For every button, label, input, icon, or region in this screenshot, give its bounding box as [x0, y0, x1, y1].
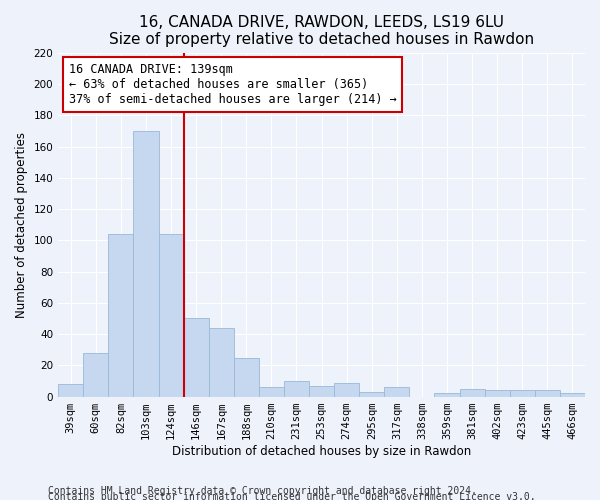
- Bar: [184, 318, 209, 396]
- Title: 16, CANADA DRIVE, RAWDON, LEEDS, LS19 6LU
Size of property relative to detached : 16, CANADA DRIVE, RAWDON, LEEDS, LS19 6L…: [109, 15, 534, 48]
- Bar: [234, 358, 259, 397]
- Bar: [385, 387, 409, 396]
- Bar: [83, 353, 109, 397]
- Bar: [158, 234, 184, 396]
- Bar: [58, 384, 83, 396]
- Bar: [109, 234, 133, 396]
- Bar: [133, 131, 158, 396]
- Bar: [209, 328, 234, 396]
- Bar: [510, 390, 535, 396]
- Bar: [560, 394, 585, 396]
- Bar: [259, 387, 284, 396]
- Bar: [485, 390, 510, 396]
- Bar: [359, 392, 385, 396]
- Bar: [309, 386, 334, 396]
- Text: Contains public sector information licensed under the Open Government Licence v3: Contains public sector information licen…: [48, 492, 536, 500]
- Y-axis label: Number of detached properties: Number of detached properties: [15, 132, 28, 318]
- Bar: [284, 381, 309, 396]
- Text: Contains HM Land Registry data © Crown copyright and database right 2024.: Contains HM Land Registry data © Crown c…: [48, 486, 477, 496]
- Bar: [535, 390, 560, 396]
- Bar: [334, 382, 359, 396]
- Text: 16 CANADA DRIVE: 139sqm
← 63% of detached houses are smaller (365)
37% of semi-d: 16 CANADA DRIVE: 139sqm ← 63% of detache…: [69, 63, 397, 106]
- X-axis label: Distribution of detached houses by size in Rawdon: Distribution of detached houses by size …: [172, 444, 471, 458]
- Bar: [434, 394, 460, 396]
- Bar: [460, 389, 485, 396]
